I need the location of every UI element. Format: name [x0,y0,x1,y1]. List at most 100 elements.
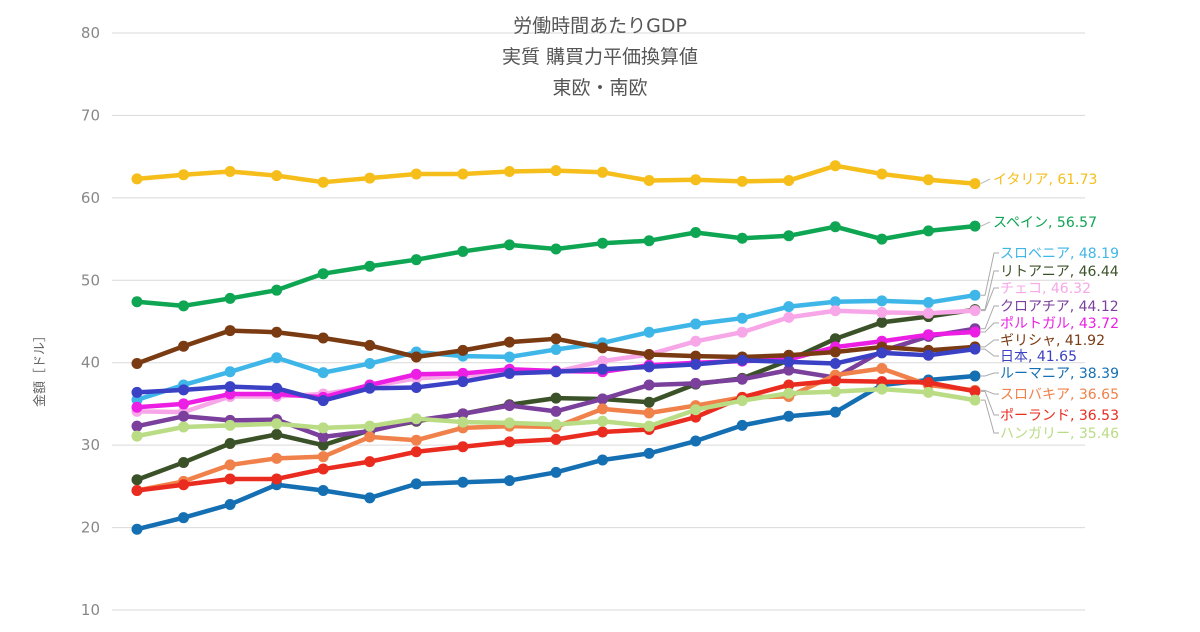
data-point [410,446,422,458]
data-point [690,435,702,447]
data-point [271,418,283,430]
data-point [643,396,655,408]
data-point [829,333,841,345]
data-point [457,476,469,488]
data-point [131,386,143,398]
data-point [317,463,329,475]
series-label: スロバキア, 36.65 [1000,387,1119,403]
series-label: ルーマニア, 38.39 [1000,366,1119,382]
data-point [271,473,283,485]
series-10 [131,370,981,535]
data-point [736,175,748,187]
data-point [131,401,143,413]
data-point [503,475,515,487]
label-leader [981,372,999,377]
label-leader [981,389,999,395]
data-point [224,437,236,449]
data-point [876,168,888,180]
data-point [317,422,329,434]
data-point [178,479,190,491]
data-point [317,176,329,188]
y-tick-label: 40 [81,354,100,372]
data-point [829,375,841,387]
data-point [643,420,655,432]
data-point [597,237,609,249]
data-point [224,366,236,378]
data-point [503,336,515,348]
data-point [736,326,748,338]
label-leader [980,221,991,227]
data-point [643,407,655,419]
data-point [969,289,981,301]
data-point [597,393,609,405]
data-point [597,415,609,427]
series-label: 日本, 41.65 [1000,349,1077,365]
data-point [922,376,934,388]
data-point [597,454,609,466]
series-1 [131,160,981,190]
data-point [410,254,422,266]
data-point [364,339,376,351]
data-point [131,296,143,308]
data-point [922,386,934,398]
data-point [224,165,236,177]
data-point [457,376,469,388]
data-point [643,175,655,187]
data-point [410,381,422,393]
data-point [736,232,748,244]
data-point [503,436,515,448]
data-point [364,456,376,468]
data-point [829,346,841,358]
y-tick-label: 70 [81,106,100,124]
data-point [178,300,190,312]
series-label: イタリア, 61.73 [993,172,1097,188]
data-point [178,456,190,468]
data-point [783,410,795,422]
label-leader [981,339,999,348]
data-point [364,260,376,272]
data-point [597,403,609,415]
y-axis-ticks: 10 20 30 40 50 60 70 80 [81,24,100,619]
data-point [922,349,934,361]
series-line [134,223,978,309]
y-tick-label: 80 [81,24,100,42]
data-point [457,441,469,453]
data-point [131,474,143,486]
data-point [457,416,469,428]
data-point [410,434,422,446]
data-point [876,233,888,245]
data-point [503,417,515,429]
data-point [829,358,841,370]
data-point [829,305,841,317]
data-point [597,355,609,367]
data-point [364,382,376,394]
data-point [410,368,422,380]
data-point [690,174,702,186]
data-point [503,367,515,379]
data-point [410,168,422,180]
label-leader [981,270,999,311]
data-point [783,387,795,399]
chart-title: 労働時間あたりGDP 実質 購買力平価換算値 東欧・南欧 [502,15,698,99]
label-leader [981,322,999,333]
data-point [550,433,562,445]
data-point [364,420,376,432]
data-point [131,358,143,370]
series-13 [131,383,981,442]
data-point [178,512,190,524]
data-point [224,419,236,431]
data-point [178,398,190,410]
data-point [364,492,376,504]
data-point [550,405,562,417]
data-point [317,484,329,496]
data-point [550,392,562,404]
data-point [876,383,888,395]
data-point [503,351,515,363]
data-point [224,381,236,393]
data-point [783,301,795,313]
data-point [969,370,981,382]
data-point [550,466,562,478]
data-point [690,350,702,362]
